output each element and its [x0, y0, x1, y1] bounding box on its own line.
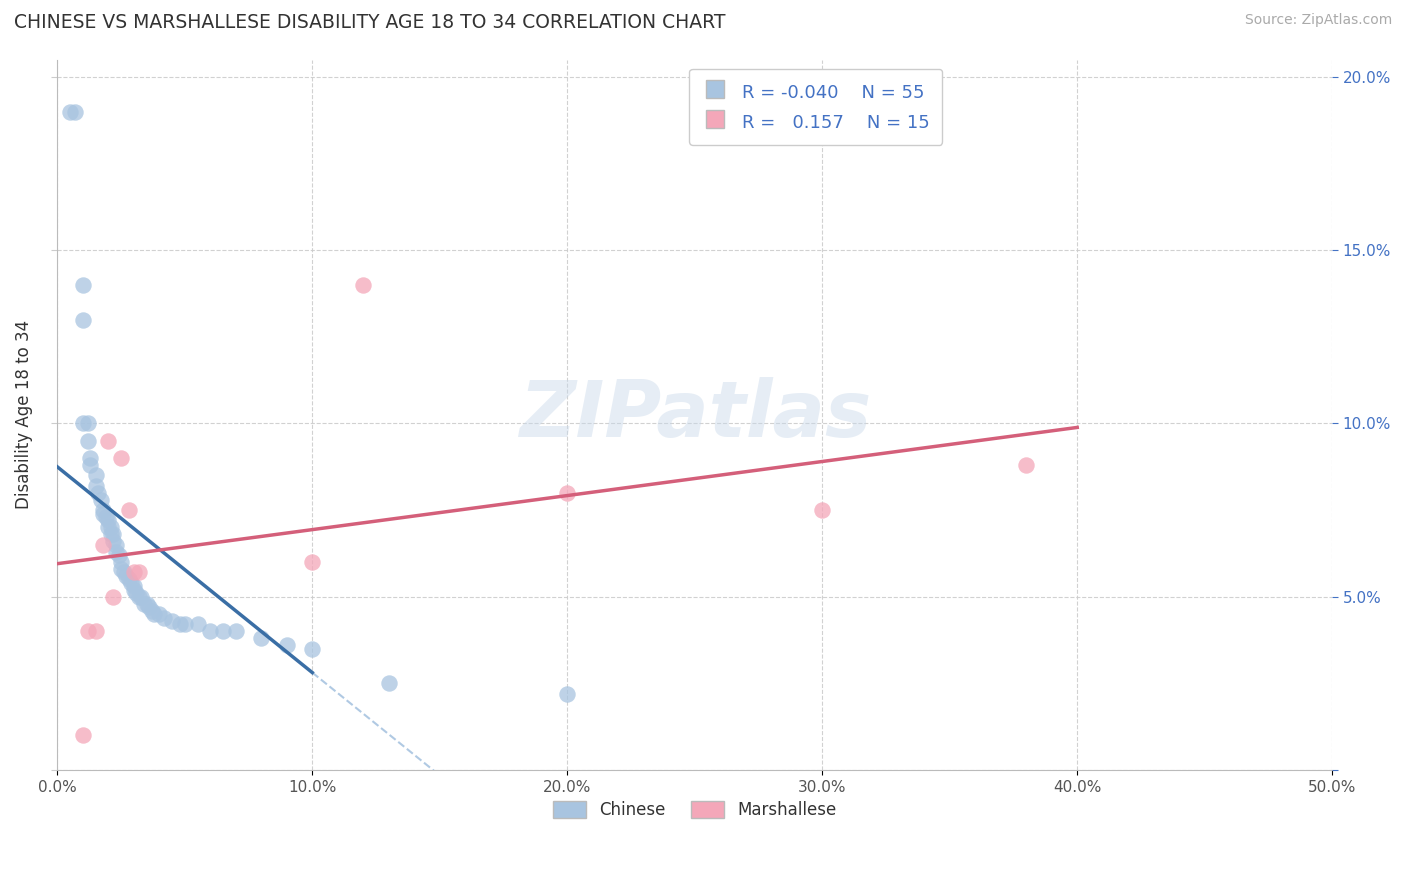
- Point: [97, 434, 120, 448]
- Text: CHINESE VS MARSHALLESE DISABILITY AGE 18 TO 34 CORRELATION CHART: CHINESE VS MARSHALLESE DISABILITY AGE 18…: [14, 13, 725, 32]
- Point: [103, 590, 125, 604]
- Point: [84, 479, 107, 493]
- Point: [94, 510, 117, 524]
- Point: [811, 503, 834, 517]
- Point: [103, 527, 125, 541]
- Point: [77, 417, 100, 431]
- Point: [110, 451, 132, 466]
- Point: [79, 451, 101, 466]
- Point: [72, 417, 94, 431]
- Point: [122, 566, 145, 580]
- Point: [125, 586, 148, 600]
- Point: [59, 104, 82, 119]
- Point: [131, 590, 153, 604]
- Point: [79, 458, 101, 472]
- Point: [555, 687, 578, 701]
- Point: [301, 641, 323, 656]
- Point: [352, 277, 374, 292]
- Point: [118, 503, 141, 517]
- Point: [143, 607, 166, 621]
- Point: [72, 312, 94, 326]
- Point: [122, 582, 145, 597]
- Point: [118, 573, 141, 587]
- Point: [212, 624, 235, 639]
- Point: [103, 534, 125, 549]
- Point: [128, 566, 150, 580]
- Point: [90, 492, 112, 507]
- Point: [128, 590, 150, 604]
- Point: [1015, 458, 1038, 472]
- Point: [148, 607, 170, 621]
- Point: [91, 507, 114, 521]
- Point: [107, 548, 129, 562]
- Point: [122, 579, 145, 593]
- Point: [153, 610, 176, 624]
- Y-axis label: Disability Age 18 to 34: Disability Age 18 to 34: [15, 320, 32, 509]
- Point: [84, 468, 107, 483]
- Point: [132, 597, 155, 611]
- Point: [100, 520, 122, 534]
- Point: [112, 566, 135, 580]
- Point: [110, 562, 132, 576]
- Point: [104, 544, 127, 558]
- Point: [301, 555, 323, 569]
- Point: [115, 569, 138, 583]
- Point: [72, 277, 94, 292]
- Point: [169, 617, 191, 632]
- Point: [63, 104, 86, 119]
- Point: [104, 538, 127, 552]
- Point: [555, 485, 578, 500]
- Point: [97, 520, 120, 534]
- Point: [91, 538, 114, 552]
- Text: Source: ZipAtlas.com: Source: ZipAtlas.com: [1244, 13, 1392, 28]
- Point: [84, 624, 107, 639]
- Legend: Chinese, Marshallese: Chinese, Marshallese: [546, 794, 844, 826]
- Point: [87, 485, 110, 500]
- Point: [110, 555, 132, 569]
- Point: [141, 604, 163, 618]
- Point: [173, 617, 195, 632]
- Point: [72, 728, 94, 742]
- Point: [200, 624, 222, 639]
- Point: [138, 600, 160, 615]
- Point: [100, 527, 122, 541]
- Point: [91, 503, 114, 517]
- Point: [160, 614, 183, 628]
- Text: ZIPatlas: ZIPatlas: [519, 376, 870, 453]
- Point: [77, 434, 100, 448]
- Point: [250, 632, 273, 646]
- Point: [187, 617, 209, 632]
- Point: [77, 624, 100, 639]
- Point: [120, 575, 142, 590]
- Point: [276, 638, 298, 652]
- Point: [225, 624, 247, 639]
- Point: [135, 597, 157, 611]
- Point: [378, 676, 401, 690]
- Point: [97, 514, 120, 528]
